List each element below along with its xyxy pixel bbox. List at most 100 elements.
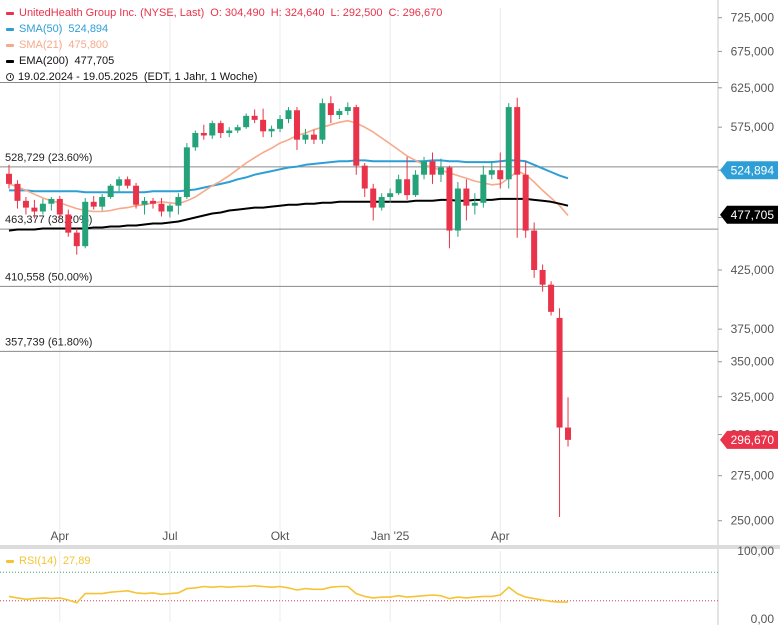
fib-level-label: 463,377 (38.20%) [5,214,92,226]
candle-body [556,317,563,428]
candle-body [539,270,546,285]
price-tick-label: 625,000 [731,81,775,95]
price-tag-background [720,205,778,224]
price-tick-label: 375,000 [731,322,775,336]
candle [471,193,478,215]
legend-sma50-row[interactable]: SMA(50) 524,894 [6,21,442,37]
candle-body [404,179,411,196]
candle [166,203,173,218]
candle-body [251,115,258,120]
candle [243,113,250,129]
candle-body [158,203,165,212]
ema200-value: 477,705 [74,55,115,67]
candle [302,128,309,144]
time-axis-label: Jul [162,529,177,543]
ohlc-open: O: 304,490 [210,7,265,19]
candle-body [175,197,182,206]
sma21-value: 475,800 [68,39,109,51]
candle [56,196,63,219]
candle-body [387,193,394,198]
candle [378,193,385,211]
candle [124,176,131,189]
candle [73,228,80,255]
candle-body [14,183,21,201]
sma50-line [9,159,569,194]
candle [480,165,487,208]
price-tag: 477,705 [720,205,778,224]
candle [497,152,504,189]
candle [175,193,182,215]
candles [6,96,572,517]
candle [22,197,29,215]
candle-body [395,179,402,194]
candle-body [302,134,309,140]
candle-body [497,170,504,180]
candle [82,197,89,249]
candle-body [6,173,12,184]
candle [6,164,12,189]
candle-body [505,107,512,180]
candle-body [285,110,292,120]
candle [65,209,72,237]
candle-body [192,132,199,148]
price-tag-label: 477,705 [731,208,775,222]
candle [404,156,411,200]
candle [217,120,224,138]
legend-sma21-row[interactable]: SMA(21) 475,800 [6,37,442,53]
legend-ema200-row[interactable]: EMA(200) 477,705 [6,53,442,69]
candle [39,198,46,215]
candle-body [133,185,140,205]
rsi-tick-label: 0,00 [751,612,775,625]
rsi-value: 27,89 [62,555,91,567]
range-detail: (EDT, 1 Jahr, 1 Woche) [143,71,258,83]
price-tick-label: 725,000 [731,11,775,25]
price-tag: 524,894 [720,161,778,180]
candle [31,199,38,219]
candle [183,143,190,199]
candle-body [429,161,436,175]
candle-body [488,170,495,175]
candle-body [471,202,478,206]
rsi-legend[interactable]: RSI(14) 27,89 [6,555,90,567]
candle [556,308,563,517]
candle-body [446,167,453,231]
legend-title-row[interactable]: UnitedHealth Group Inc. (NYSE, Last) O: … [6,5,442,21]
candle-body [149,200,156,204]
candle-body [217,123,224,133]
price-tick-label: 325,000 [731,390,775,404]
candle [209,120,216,139]
legend-range-row: 19.02.2024 - 19.05.2025 (EDT, 1 Jahr, 1 … [6,69,442,85]
candle [107,183,114,199]
price-tags: 524,894 477,705 296,670 [720,161,778,449]
price-tag-label: 524,894 [731,163,775,177]
candle-body [437,167,444,175]
candle [370,183,377,221]
candle [548,281,555,316]
candle [395,174,402,196]
fib-level-label: 528,729 (23.60%) [5,152,92,164]
rsi-name: RSI(14) [19,555,57,567]
candle [133,182,140,209]
candle-body [209,123,216,136]
candle [565,397,572,447]
candle-body [183,147,190,198]
candle-body [124,179,131,186]
candle [454,182,461,237]
candle [251,109,258,124]
candle-body [310,134,317,140]
candle-body [48,198,55,204]
candle [90,196,97,210]
sma50-value: 524,894 [68,23,109,35]
time-axis: Apr Jul Okt Jan '25 Apr [50,529,509,543]
candle-body [370,188,377,208]
sma50-name: SMA(50) [19,23,63,35]
candle [539,264,546,292]
candle-body [31,207,38,212]
candle [344,102,351,116]
price-tick-label: 275,000 [731,469,775,483]
candle [327,96,334,124]
rsi-line [8,584,568,604]
candle [277,115,284,133]
